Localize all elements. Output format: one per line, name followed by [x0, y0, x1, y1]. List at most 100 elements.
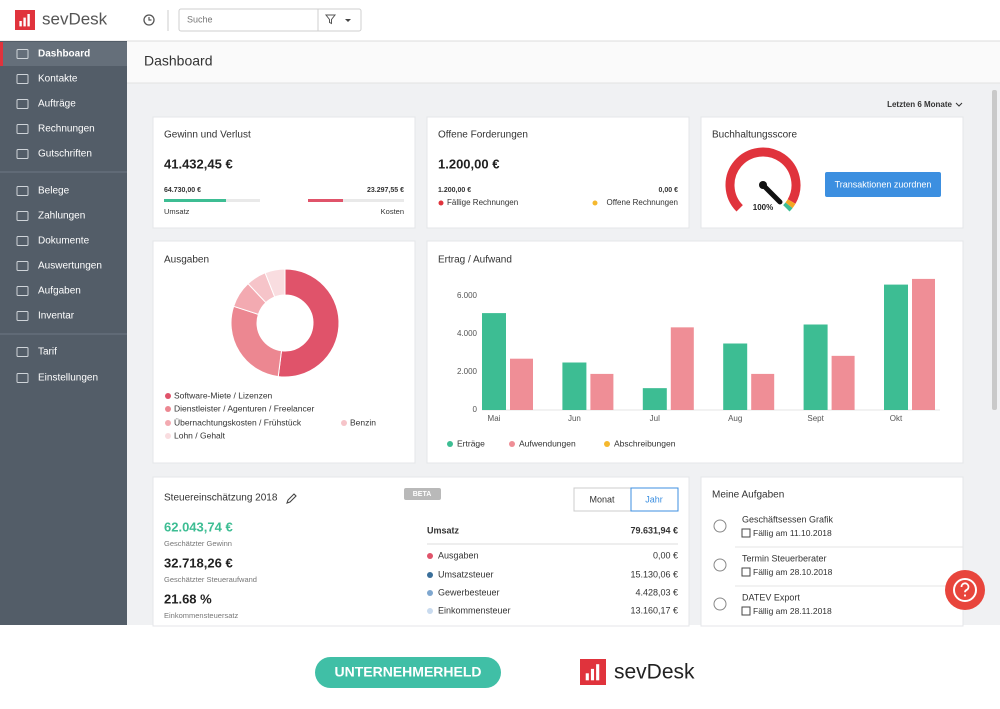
tax-figure-label: Einkommensteuersatz	[164, 611, 238, 620]
sidebar-item[interactable]: Tarif	[38, 347, 57, 358]
task-title[interactable]: DATEV Export	[742, 592, 800, 602]
tax-dot	[427, 572, 433, 578]
sidebar-item[interactable]: Gutschriften	[38, 149, 92, 160]
legend-label[interactable]: Aufwendungen	[519, 438, 576, 448]
legend-label[interactable]: Abschreibungen	[614, 438, 676, 448]
gauge-arc-warn	[785, 199, 796, 209]
bar	[670, 327, 694, 410]
gauge-arc	[725, 147, 801, 212]
revenue-label: Umsatz	[164, 207, 190, 216]
sidebar-icon	[16, 186, 29, 196]
receivables-amount: 1.200,00 €	[438, 156, 499, 171]
gauge-arc-good	[783, 202, 793, 212]
legend-dot	[447, 441, 453, 447]
sidebar-item[interactable]: Kontakte	[38, 74, 78, 85]
legend-label: Benzin	[350, 417, 376, 427]
sidebar-item[interactable]: Dashboard	[38, 49, 90, 60]
x-tick-label: Sept	[807, 414, 824, 423]
assign-button[interactable]	[825, 172, 941, 197]
logo-bar	[585, 673, 589, 681]
sidebar-item[interactable]: Belege	[38, 186, 70, 197]
sidebar-active	[0, 42, 127, 66]
sidebar-item[interactable]: Inventar	[38, 311, 75, 322]
sidebar-icon	[16, 49, 29, 59]
pie-slice	[277, 268, 340, 378]
assign-button-label[interactable]: Transaktionen zuordnen	[835, 179, 932, 189]
search-box[interactable]	[178, 8, 362, 32]
x-tick-label: Okt	[890, 414, 903, 423]
task-title[interactable]: Geschäftsessen Grafik	[742, 514, 834, 524]
sidebar-item[interactable]: Rechnungen	[38, 124, 95, 135]
revenue-value: 64.730,00 €	[164, 187, 201, 194]
costs-value: 23.297,55 €	[367, 187, 404, 194]
scrollbar	[992, 90, 997, 410]
task-due: Fällig am 28.11.2018	[753, 606, 832, 616]
legend-label: Lohn / Gehalt	[174, 430, 226, 440]
costs-track	[308, 199, 404, 202]
tax-header: Umsatz	[427, 525, 460, 535]
legend-label: Übernachtungskosten / Frühstück	[174, 417, 302, 427]
profit-card	[152, 116, 416, 229]
edit-icon[interactable]	[286, 493, 297, 504]
pie-slice	[264, 268, 286, 298]
legend-dot	[438, 200, 444, 206]
sidebar	[0, 41, 127, 625]
legend-dot	[604, 441, 610, 447]
sidebar-item[interactable]: Auswertungen	[38, 261, 102, 272]
history-icon[interactable]	[143, 14, 155, 26]
task-title[interactable]: Termin Steuerberater	[742, 553, 827, 563]
bar	[562, 362, 587, 410]
task-checkbox[interactable]	[713, 597, 727, 611]
sidebar-icon	[16, 347, 29, 357]
tax-row-value: 15.130,06 €	[630, 569, 678, 579]
gauge-needle	[760, 182, 783, 205]
card-title: Steuereinschätzung 2018	[164, 493, 278, 504]
period-chevron	[955, 102, 963, 107]
sidebar-icon	[16, 236, 29, 246]
task-checkbox[interactable]	[713, 558, 727, 572]
sidebar-item[interactable]: Dokumente	[38, 236, 90, 247]
toggle-option[interactable]: Jahr	[645, 494, 663, 504]
costs-bar	[308, 199, 343, 202]
bar	[642, 388, 667, 410]
sidebar-item[interactable]: Einstellungen	[38, 373, 98, 384]
sidebar-icon	[16, 149, 29, 159]
x-tick-label: Jun	[568, 414, 581, 423]
logo-bar	[23, 17, 26, 27]
chart-title: Ausgaben	[164, 255, 209, 266]
sidebar-icon	[16, 74, 29, 84]
sidebar-item[interactable]: Aufgaben	[38, 286, 81, 297]
due-value: 1.200,00 €	[438, 187, 471, 194]
tax-figure-label: Geschätzter Steueraufwand	[164, 575, 257, 584]
tax-dot	[427, 553, 433, 559]
sidebar-icon	[16, 99, 29, 109]
sidebar-item[interactable]: Aufträge	[38, 99, 76, 110]
profit-amount: 41.432,45 €	[164, 156, 233, 171]
legend-dot	[165, 433, 171, 439]
tasks-card	[700, 476, 964, 627]
chart-card	[426, 240, 964, 464]
filter-icon[interactable]	[324, 14, 337, 25]
history-hand	[148, 17, 152, 21]
bar	[510, 358, 533, 410]
tax-row-label: Ausgaben	[438, 550, 479, 560]
legend-label[interactable]: Erträge	[457, 438, 485, 448]
open-value: 0,00 €	[659, 187, 679, 194]
sidebar-item[interactable]: Zahlungen	[38, 211, 85, 222]
toggle-option[interactable]: Monat	[589, 494, 615, 504]
sidebar-icon	[16, 124, 29, 134]
sidebar-icon	[16, 311, 29, 321]
x-tick-label: Aug	[728, 414, 742, 423]
beta-badge	[404, 488, 441, 500]
period-selector[interactable]: Letzten 6 Monate	[887, 100, 952, 109]
card-title: Meine Aufgaben	[712, 490, 784, 501]
receivables-card	[426, 116, 690, 229]
calendar-icon	[741, 567, 751, 577]
bar	[912, 278, 935, 410]
bar	[831, 355, 855, 410]
calendar-icon	[741, 606, 751, 616]
tax-row-label: Einkommensteuer	[438, 605, 511, 615]
task-checkbox[interactable]	[713, 519, 727, 533]
logo-bar	[590, 668, 595, 681]
revenue-bar	[164, 199, 226, 202]
